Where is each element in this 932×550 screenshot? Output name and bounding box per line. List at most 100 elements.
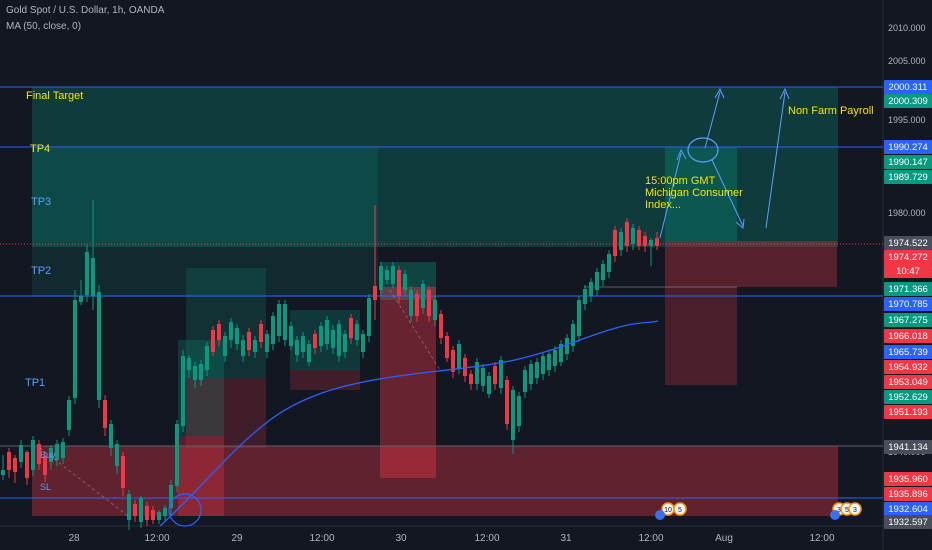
candle-body [571, 324, 575, 346]
candle-body [37, 444, 41, 464]
candle-body [55, 444, 59, 460]
event-icon-circle [673, 502, 687, 516]
candle-body [415, 294, 419, 316]
price-tag [884, 236, 932, 250]
ma-indicator-label[interactable]: MA (50, close, 0) [6, 21, 82, 32]
time-axis-label: Aug [715, 533, 733, 544]
candle-body [631, 228, 635, 244]
economic-event-icon[interactable]: 3 [848, 502, 862, 516]
event-icon-count: 3 [853, 507, 857, 514]
event-projection-loss-zone [665, 241, 837, 287]
candle-body [577, 300, 581, 336]
candle-body [487, 376, 491, 394]
event-projection-zone-bottom [665, 287, 737, 385]
candlesticks [1, 200, 659, 530]
candle-body [325, 320, 329, 344]
symbol-title[interactable]: Gold Spot / U.S. Dollar, 1h, OANDA [6, 5, 165, 16]
price-tag-label: 1970.785 [888, 299, 928, 310]
candle-body [7, 452, 11, 470]
tp3-label: TP3 [31, 196, 51, 208]
candle-body [559, 344, 563, 362]
candle-body [613, 230, 617, 256]
price-tag-label: 1990.147 [888, 157, 928, 168]
time-axis-label: 28 [68, 533, 80, 544]
price-tag-label: 1967.275 [888, 315, 928, 326]
price-tag [884, 140, 932, 154]
tp1-label: TP1 [25, 377, 45, 389]
price-tag [884, 502, 932, 516]
price-tag-label: 1974.522 [888, 238, 928, 249]
time-axis-label: 31 [560, 533, 572, 544]
price-tag-label: 1954.932 [888, 362, 928, 373]
time-axis-label: 12:00 [809, 533, 834, 544]
highlight-circle-low [168, 493, 202, 527]
candle-body [373, 286, 377, 300]
price-tag-label: 1966.018 [888, 331, 928, 342]
price-tag-label: 1932.604 [888, 504, 928, 515]
candle-body [199, 364, 203, 380]
candle-body [115, 444, 119, 466]
tp2-label: TP2 [31, 265, 51, 277]
final-target-label: Final Target [26, 90, 83, 102]
ma-50-line [159, 320, 659, 527]
price-tag-label: 1935.896 [888, 489, 928, 500]
candle-body [307, 344, 311, 362]
price-tag [884, 264, 932, 278]
candle-body [469, 374, 473, 384]
candle-body [349, 318, 353, 338]
candle-body [31, 440, 35, 470]
economic-event-icon[interactable]: 5 [673, 502, 687, 516]
trade-path-2 [389, 289, 441, 371]
candle-body [607, 254, 611, 272]
candle-body [529, 364, 533, 384]
event-icon-count: 3 [837, 507, 841, 514]
projection-arrow-down [711, 159, 744, 227]
candle-body [493, 366, 497, 384]
price-axis-label: 1980.000 [888, 208, 926, 218]
candle-body [457, 344, 461, 368]
candle-body [517, 396, 521, 426]
candle-body [451, 350, 455, 372]
candle-body [601, 264, 605, 280]
candle-body [139, 498, 143, 522]
projection-arrow-nfp [765, 91, 786, 229]
candle-body [175, 424, 179, 486]
candle-body [61, 442, 65, 458]
price-tag-label: 2000.309 [888, 96, 928, 107]
time-axis-label: 30 [395, 533, 407, 544]
price-tag [884, 515, 932, 529]
price-tag [884, 345, 932, 359]
buy-position-2-loss [186, 378, 266, 448]
price-tag-label: 1974.272 [888, 252, 928, 263]
buy-position-2-profit [186, 268, 266, 378]
candle-body [283, 304, 287, 340]
buy-label: Buy [40, 450, 56, 460]
event1-time-label: 15:00pm GMT [645, 175, 716, 187]
candle-body [1, 470, 5, 475]
candle-body [589, 282, 593, 296]
price-tag [884, 80, 932, 94]
event-icon-circle [848, 502, 862, 516]
candle-body [385, 270, 389, 280]
arrow-head [779, 87, 790, 100]
candle-body [127, 494, 131, 520]
sell-position-profit [380, 262, 436, 300]
candle-body [655, 238, 659, 246]
candle-body [445, 336, 449, 358]
candle-body [223, 336, 227, 356]
candle-body [109, 424, 113, 448]
price-axis-label: 2010.000 [888, 23, 926, 33]
candle-body [25, 452, 29, 478]
candle-body [157, 512, 161, 520]
tp4-label: TP4 [30, 143, 50, 155]
price-tag [884, 250, 932, 264]
candle-body [97, 292, 101, 400]
price-tag [884, 360, 932, 374]
price-tag-label: 1951.193 [888, 407, 928, 418]
price-tag-label: 1953.049 [888, 377, 928, 388]
candle-body [13, 458, 17, 472]
tp4-zone-left [32, 147, 378, 297]
candle-body [103, 400, 107, 428]
